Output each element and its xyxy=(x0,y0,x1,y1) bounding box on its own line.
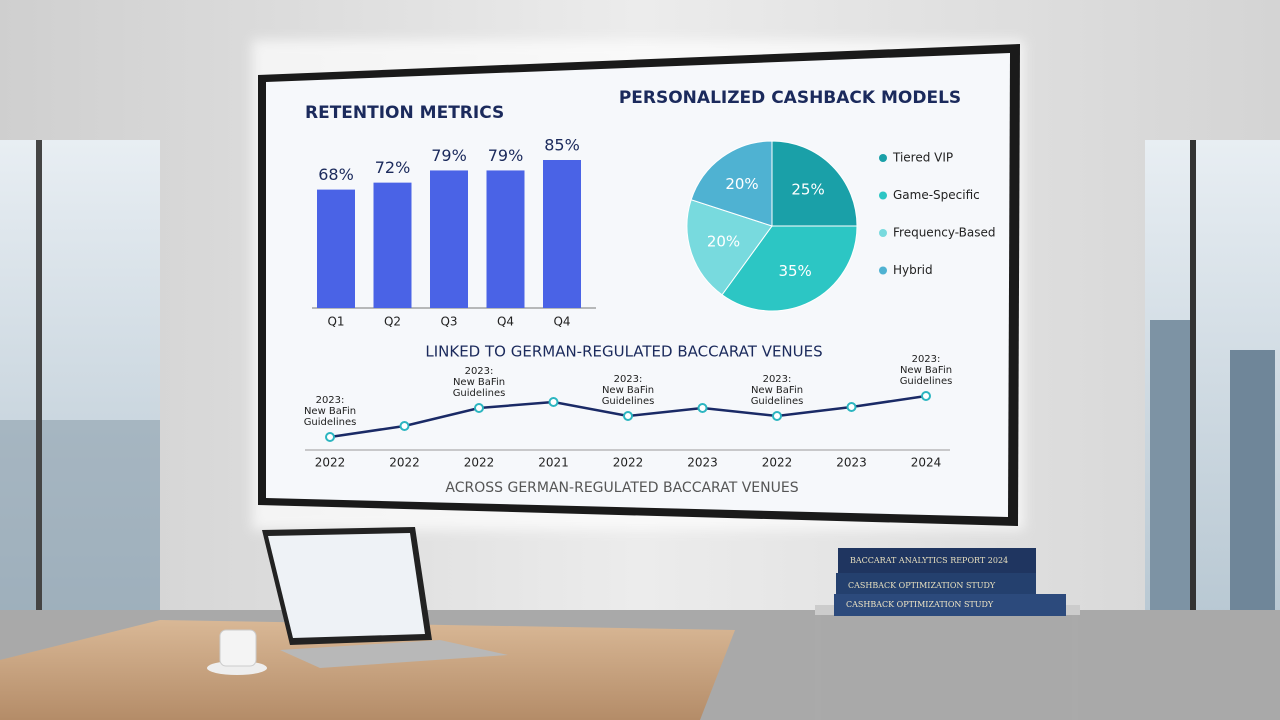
laptop-display xyxy=(268,533,425,638)
data-label: 72% xyxy=(375,158,411,177)
x-tick-label: 2022 xyxy=(464,456,495,470)
x-tick-label: 2023 xyxy=(687,456,718,470)
x-tick-label: 2022 xyxy=(389,456,420,470)
legend-label: Tiered VIP xyxy=(892,151,953,165)
annotation: 2023: New BaFin Guidelines xyxy=(601,374,655,407)
chart-title: RETENTION METRICS xyxy=(305,103,504,123)
legend-swatch xyxy=(879,229,887,237)
data-label: 25% xyxy=(791,180,824,198)
point xyxy=(772,411,782,421)
pie-slice xyxy=(771,140,858,227)
x-tick-label: 2022 xyxy=(315,456,346,470)
point xyxy=(623,411,633,421)
books: BACCARAT ANALYTICS REPORT 2024 CASHBACK O… xyxy=(834,548,1066,616)
building xyxy=(1230,350,1275,620)
x-tick-label: 2021 xyxy=(538,456,569,470)
chart-subtitle: ACROSS GERMAN-REGULATED BACCARAT VENUES xyxy=(445,480,798,496)
data-label: 35% xyxy=(778,262,811,280)
annotation: 2023: New BaFin Guidelines xyxy=(899,354,953,387)
x-tick-label: 2022 xyxy=(613,456,644,470)
data-label: 79% xyxy=(488,146,524,165)
pie-slice xyxy=(686,199,773,296)
book-title: CASHBACK OPTIMIZATION STUDY xyxy=(846,600,994,609)
x-tick-label: Q2 xyxy=(384,315,401,329)
point xyxy=(921,391,931,401)
bar xyxy=(373,182,412,308)
bar xyxy=(543,160,581,308)
x-tick-label: Q4 xyxy=(553,315,570,329)
annotation: 2023: New BaFin Guidelines xyxy=(303,395,357,428)
book-title: CASHBACK OPTIMIZATION STUDY xyxy=(848,581,996,590)
point xyxy=(697,403,708,413)
table xyxy=(0,620,735,720)
point xyxy=(325,432,335,442)
point xyxy=(474,403,484,413)
chart-title: PERSONALIZED CASHBACK MODELS xyxy=(619,88,961,108)
x-tick-label: Q1 xyxy=(327,315,344,329)
x-tick-label: Q4 xyxy=(497,315,514,329)
x-tick-label: 2024 xyxy=(911,456,942,470)
charts: RETENTION METRICS 68% Q1 72% Q2 79% Q3 79% Q4 85%… xyxy=(305,88,996,496)
legend-label: Hybrid xyxy=(893,263,933,277)
data-label: 20% xyxy=(707,232,740,250)
window-frame xyxy=(36,140,42,620)
legend-swatch xyxy=(879,154,887,162)
annotation: 2023: New BaFin Guidelines xyxy=(750,374,804,407)
building xyxy=(1150,320,1190,620)
legend-label: Frequency-Based xyxy=(893,226,996,240)
bar xyxy=(430,170,468,308)
shelf-leg xyxy=(815,615,821,720)
annotation: 2023: New BaFin Guidelines xyxy=(452,366,506,399)
pie-slice xyxy=(690,140,773,227)
data-label: 68% xyxy=(318,165,354,184)
chart-title: LINKED TO GERMAN-REGULATED BACCARAT VENU… xyxy=(425,343,822,361)
legend-swatch xyxy=(879,191,887,200)
left-city xyxy=(0,420,160,610)
laptop-base xyxy=(280,640,508,668)
point xyxy=(399,421,410,431)
point xyxy=(548,397,559,407)
pie-slice xyxy=(721,225,858,312)
cup xyxy=(219,629,257,667)
x-tick-label: 2022 xyxy=(762,456,793,470)
window-frame xyxy=(1190,140,1196,630)
legend-label: Game-Specific xyxy=(893,188,980,202)
point xyxy=(846,402,857,412)
x-tick-label: Q3 xyxy=(440,315,457,329)
x-tick-label: 2023 xyxy=(836,456,867,470)
book xyxy=(834,594,1066,616)
book xyxy=(838,548,1036,574)
shelf-leg xyxy=(1072,615,1078,720)
legend-swatch xyxy=(879,266,887,275)
data-label: 79% xyxy=(431,146,467,165)
data-label: 85% xyxy=(544,136,580,155)
book-title: BACCARAT ANALYTICS REPORT 2024 xyxy=(850,556,1008,565)
bar xyxy=(317,189,355,308)
bar xyxy=(486,170,525,308)
data-label: 20% xyxy=(725,175,758,193)
